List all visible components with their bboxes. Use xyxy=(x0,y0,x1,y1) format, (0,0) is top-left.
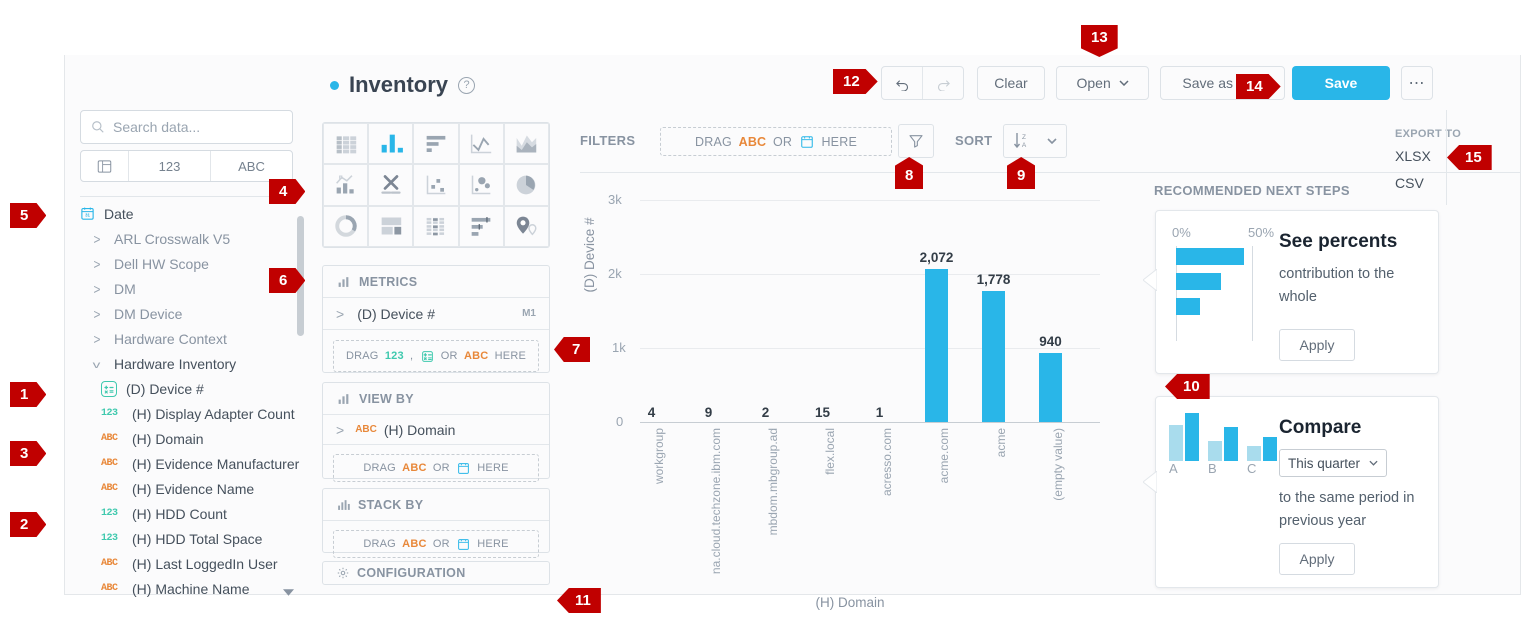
svg-text:31: 31 xyxy=(85,213,90,218)
svg-text:Z: Z xyxy=(1022,134,1026,141)
svg-text:A: A xyxy=(1022,142,1027,149)
